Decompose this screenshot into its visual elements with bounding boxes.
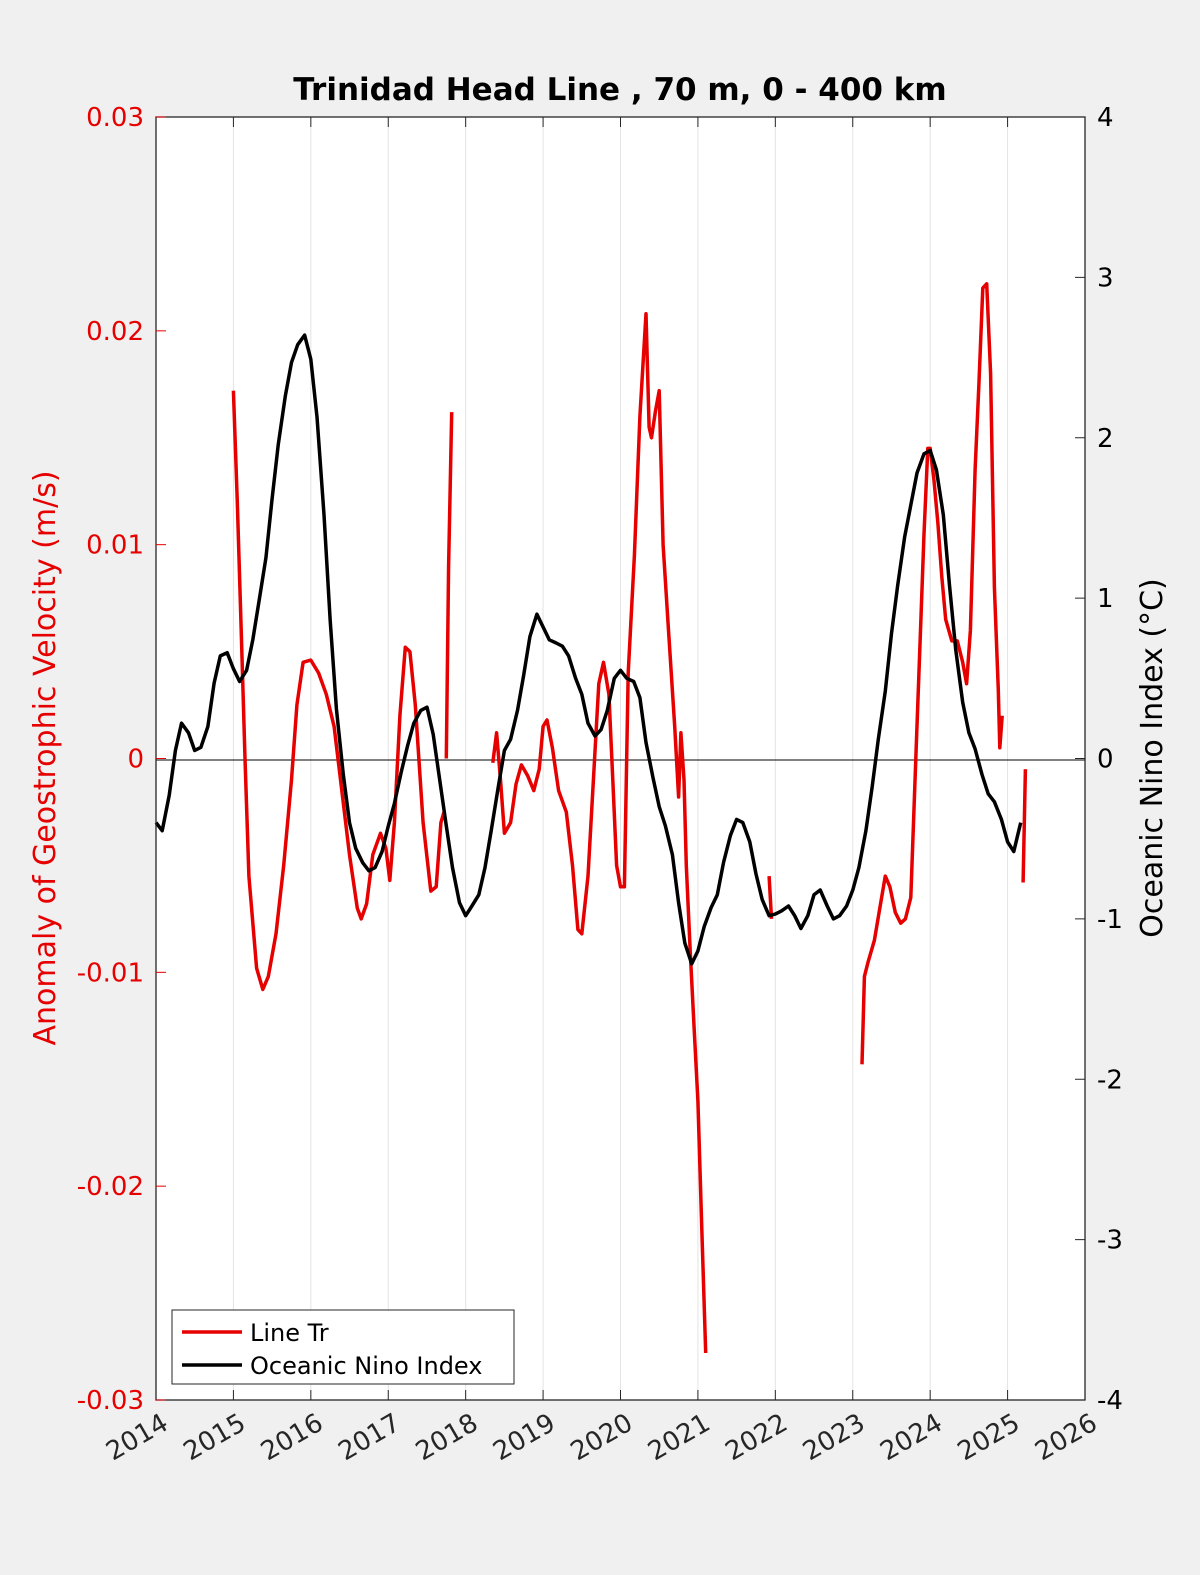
y-axis-left-label: Anomaly of Geostrophic Velocity (m/s) (28, 470, 63, 1045)
series-line-oceanic-nino-index (154, 333, 1023, 966)
legend-box (171, 1309, 515, 1385)
legend: Line Tr Oceanic Nino Index (171, 1309, 515, 1385)
series-line-line-tr (491, 311, 708, 1354)
y-right-tick-label: 0 (1097, 745, 1114, 775)
y-left-tick-label: 0.01 (86, 531, 144, 561)
series-line-line-tr (1021, 769, 1028, 883)
y-right-tick-label: 1 (1097, 584, 1114, 614)
y-left-tick-label: -0.01 (77, 958, 144, 988)
series-line-line-tr (231, 390, 446, 992)
y-left-tick-label: 0.03 (86, 103, 144, 133)
y-left-tick-label: -0.03 (77, 1386, 144, 1416)
y-right-tick-label: 2 (1097, 424, 1114, 454)
y-right-tick-label: -4 (1097, 1386, 1123, 1416)
y-right-tick-label: 4 (1097, 103, 1114, 133)
legend-label-line-tr: Line Tr (250, 1319, 329, 1347)
series-layer (154, 282, 1028, 1354)
grid (232, 117, 1009, 1400)
y-right-tick-label: 3 (1097, 263, 1114, 293)
series-line-line-tr (444, 412, 454, 759)
y-left-tick-label: 0.02 (86, 317, 144, 347)
legend-label-oni: Oceanic Nino Index (250, 1352, 482, 1380)
y-left-tick-label: 0 (127, 745, 144, 775)
series-line-line-tr (767, 876, 774, 919)
y-right-tick-label: -3 (1097, 1226, 1123, 1256)
y-axis-right-label: Oceanic Nino Index (°C) (1135, 578, 1170, 938)
y-right-tick-label: -1 (1097, 905, 1123, 935)
chart-title: Trinidad Head Line , 70 m, 0 - 400 km (293, 72, 946, 108)
series-line-line-tr (860, 282, 1004, 1065)
y-right-tick-label: -2 (1097, 1065, 1123, 1095)
y-left-tick-label: -0.02 (77, 1172, 144, 1202)
